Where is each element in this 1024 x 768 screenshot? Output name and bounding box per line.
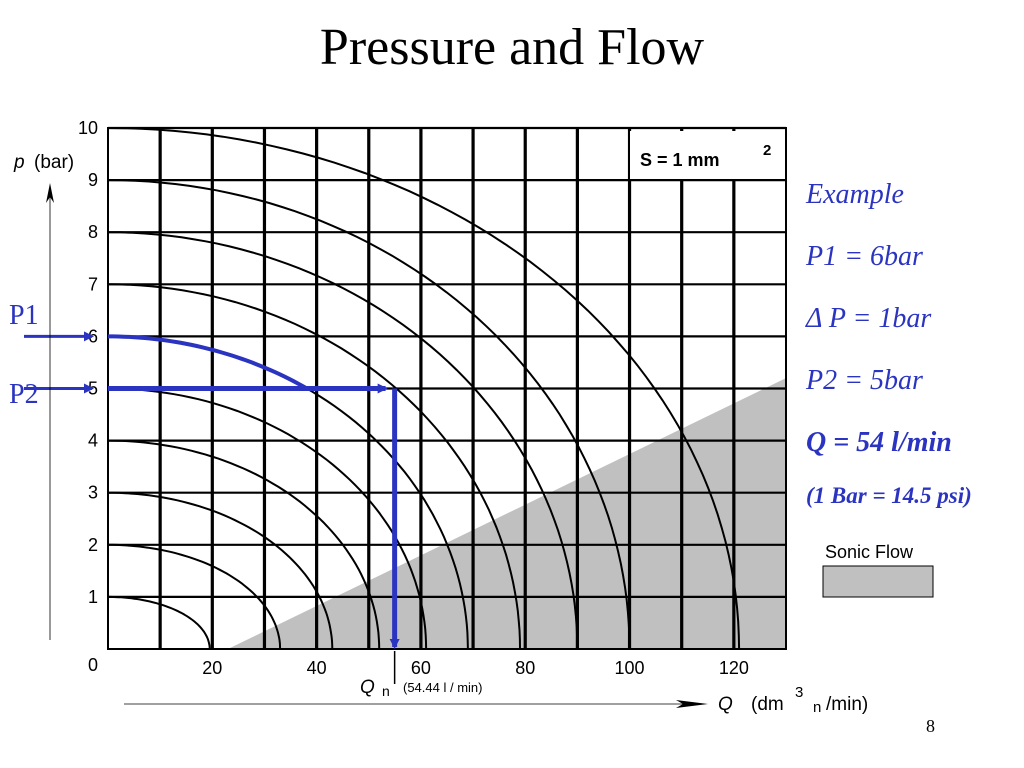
area-label: S = 1 mm: [640, 150, 720, 170]
slide-number: 8: [926, 716, 935, 736]
curve-p4: [107, 439, 381, 650]
p1-curve-highlight: [108, 334, 308, 391]
y-tick-label-3: 3: [88, 483, 98, 503]
y-axis-arrowhead: [46, 183, 54, 203]
x-axis-unit-post: /min): [826, 694, 868, 715]
area-label-box: [630, 131, 785, 179]
chart-labels: S = 1 mm 2 p (bar) Q (dm 3 n /min) Q n (…: [13, 131, 934, 716]
example-delta-p: Δ P = 1bar: [806, 303, 932, 334]
curve-p8: [107, 231, 579, 650]
area-label-superscript: 2: [763, 142, 771, 159]
sonic-flow-legend-label: Sonic Flow: [825, 542, 914, 562]
x-axis-label: Q: [718, 694, 733, 715]
curve-p3: [107, 491, 334, 650]
x-tick-label-20: 20: [202, 658, 222, 678]
example-heading: Example: [806, 179, 904, 210]
example-flow: Q = 54 l/min: [806, 427, 952, 458]
y-tick-label-4: 4: [88, 431, 98, 451]
example-overlay: [24, 331, 400, 684]
curve-p5: [107, 387, 428, 650]
y-axis-label: p: [13, 152, 25, 173]
y-tick-label-10: 10: [78, 118, 98, 138]
sonic-flow-region: [227, 378, 786, 649]
x-tick-label-40: 40: [307, 658, 327, 678]
curve-p2: [108, 543, 282, 650]
x-tick-label-120: 120: [719, 658, 749, 678]
qn-label: Q: [360, 677, 375, 698]
p2-marker-label: P2: [9, 379, 39, 410]
y-tick-label-2: 2: [88, 535, 98, 555]
example-psi-conversion: (1 Bar = 14.5 psi): [806, 483, 972, 508]
x-axis-unit-sub: n: [813, 699, 821, 716]
example-p1: P1 = 6bar: [806, 241, 923, 272]
curve-p10: [107, 127, 741, 650]
y-tick-label-8: 8: [88, 222, 98, 242]
x-axis-arrowhead: [676, 700, 708, 708]
x-tick-label-80: 80: [515, 658, 535, 678]
curve-p7: [107, 283, 521, 650]
origin-label: 0: [88, 655, 98, 675]
x-tick-label-100: 100: [615, 658, 645, 678]
sonic-flow-area: [227, 378, 786, 649]
x-axis-unit-pre: (dm: [751, 694, 784, 715]
p1-marker-label: P1: [9, 300, 39, 331]
x-tick-label-60: 60: [411, 658, 431, 678]
sonic-flow-legend-swatch: [822, 565, 934, 598]
y-tick-label-1: 1: [88, 587, 98, 607]
slide-title: Pressure and Flow: [319, 19, 705, 76]
y-axis-unit: (bar): [34, 152, 74, 173]
qn-subscript: n: [382, 683, 390, 699]
y-tick-label-7: 7: [88, 274, 98, 294]
qn-value: (54.44 l / min): [403, 680, 482, 695]
x-axis-unit-sup: 3: [795, 684, 803, 701]
curve-p9: [107, 179, 631, 650]
y-tick-label-9: 9: [88, 170, 98, 190]
example-p2: P2 = 5bar: [806, 365, 923, 396]
curve-p1: [108, 595, 211, 649]
